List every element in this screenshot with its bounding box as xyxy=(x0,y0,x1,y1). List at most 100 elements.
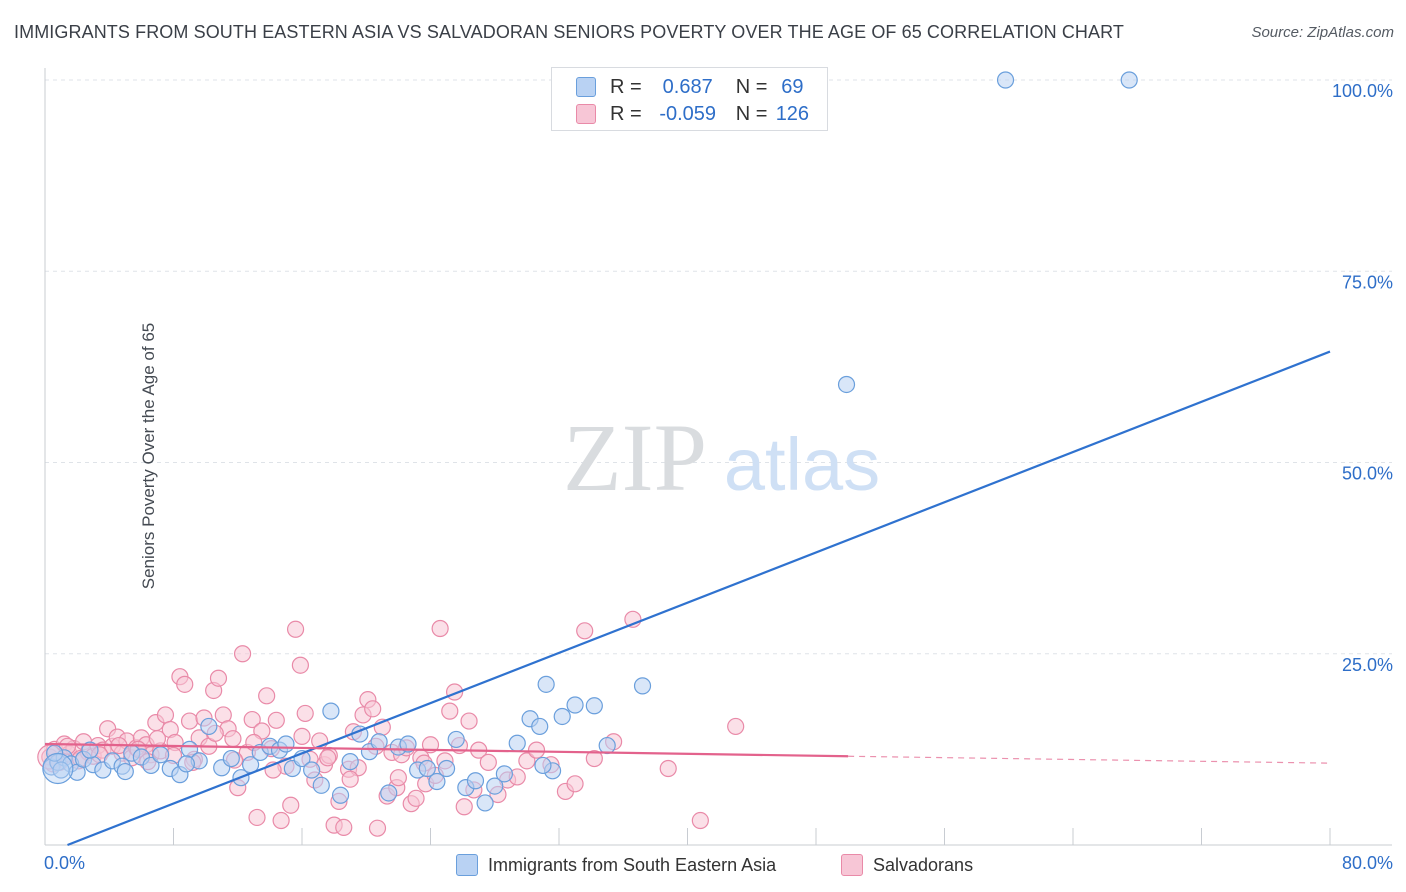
immigrants-point xyxy=(486,777,504,795)
source-label: Source: ZipAtlas.com xyxy=(1251,24,1394,41)
salvadorans-point xyxy=(691,811,709,830)
salvadorans-point xyxy=(566,775,584,793)
legend-n-label: N = xyxy=(735,75,768,98)
y-tick-label: 100.0% xyxy=(1332,81,1393,101)
salvadorans-point xyxy=(272,811,290,830)
immigrants-point xyxy=(152,746,170,764)
immigrants-point xyxy=(996,71,1015,89)
immigrants-trend-line xyxy=(67,350,1331,847)
salvadorans-point xyxy=(364,700,382,718)
tick-labels: 25.0% 50.0% 75.0% 100.0% 0.0% 80.0% xyxy=(44,81,1393,873)
salvadorans-point xyxy=(291,656,309,674)
salvadorans-point xyxy=(727,717,745,736)
salvadorans-point xyxy=(224,730,242,748)
watermark: ZIP atlas xyxy=(563,404,880,511)
immigrants-point xyxy=(537,675,555,693)
chart-title: IMMIGRANTS FROM SOUTH EASTERN ASIA VS SA… xyxy=(14,22,1124,42)
bottom-legend-immigrants: Immigrants from South Eastern Asia xyxy=(456,852,776,878)
immigrants-point xyxy=(837,375,856,394)
immigrants-point xyxy=(495,765,513,783)
legend-r-value: 0.687 xyxy=(662,75,713,98)
immigrants-point xyxy=(81,741,99,759)
immigrants-point xyxy=(370,733,388,751)
immigrants-point xyxy=(508,734,526,752)
salvadorans-point xyxy=(282,796,300,814)
salvadorans-point xyxy=(180,712,199,730)
immigrants-point xyxy=(598,736,616,755)
salvadorans-trend-line xyxy=(44,742,849,758)
legend-row-immigrants: R = 0.687 N = 69 xyxy=(576,75,817,99)
immigrants-point xyxy=(633,677,652,695)
immigrants-point xyxy=(380,784,398,802)
salvadorans-point xyxy=(455,798,473,816)
immigrants-point xyxy=(418,759,436,778)
legend-n-value: 126 xyxy=(775,102,810,125)
immigrants-point xyxy=(142,756,160,775)
immigrants-point xyxy=(585,697,603,715)
trend-lines xyxy=(44,350,1331,847)
salvadorans-point xyxy=(659,759,677,778)
salvadorans-point xyxy=(243,710,261,729)
salvadorans-point xyxy=(233,645,252,663)
immigrants-point xyxy=(222,749,240,768)
y-axis-label: Seniors Poverty Over the Age of 65 xyxy=(139,322,159,590)
salvadorans-point xyxy=(527,741,546,759)
salvadorans-point xyxy=(319,749,337,767)
y-tick-label: 75.0% xyxy=(1342,272,1393,292)
correlation-legend: R = 0.687 N = 69 R = -0.059 N = 126 xyxy=(551,67,828,131)
salvadorans-point xyxy=(335,818,353,837)
immigrants-point xyxy=(447,730,465,749)
salvadorans-point xyxy=(267,711,285,729)
immigrants-point xyxy=(277,735,295,753)
legend-r-label: R = xyxy=(610,75,642,98)
immigrants-point xyxy=(534,756,552,775)
legend-n-value: 69 xyxy=(781,75,804,98)
bottom-legend-label: Salvadorans xyxy=(873,854,974,875)
salvadorans-point xyxy=(258,687,276,705)
grid-lines xyxy=(45,79,1392,655)
salvadorans-point xyxy=(156,706,175,724)
salvadorans-point xyxy=(441,702,459,720)
salvadorans-point xyxy=(368,819,387,837)
immigrants-cluster-point xyxy=(42,752,74,785)
salvadorans-point xyxy=(407,789,425,807)
immigrants-point xyxy=(566,696,584,714)
salvadorans-point xyxy=(389,769,407,787)
immigrants-point xyxy=(331,786,350,804)
bottom-legend-salvadorans: Salvadorans xyxy=(841,852,973,878)
salvadorans-point xyxy=(293,727,311,745)
salvadorans-point xyxy=(460,712,478,730)
legend-r-label: R = xyxy=(610,102,642,125)
salvadorans-point xyxy=(296,704,314,723)
immigrants-point xyxy=(303,761,321,779)
immigrants-point xyxy=(312,776,330,794)
immigrants-point xyxy=(52,761,70,779)
bottom-legend-label: Immigrants from South Eastern Asia xyxy=(488,854,777,875)
x-tick-label: 0.0% xyxy=(44,853,85,873)
immigrants-point xyxy=(322,702,340,720)
immigrants-point xyxy=(476,794,494,812)
immigrants-point xyxy=(553,707,571,726)
immigrants-points xyxy=(42,71,1138,812)
salvadorans-point xyxy=(176,675,194,693)
x-tick-label: 80.0% xyxy=(1342,853,1393,873)
watermark-zip: ZIP xyxy=(563,404,707,511)
salvadorans-point xyxy=(148,730,167,748)
salvadorans-point xyxy=(576,622,594,640)
legend-swatch-pink xyxy=(576,104,596,124)
salvadorans-point xyxy=(248,808,266,827)
legend-swatch-blue xyxy=(576,77,596,97)
immigrants-point xyxy=(437,759,456,778)
legend-row-salvadorans: R = -0.059 N = 126 xyxy=(576,102,817,126)
salvadorans-points xyxy=(37,610,745,837)
immigrants-point xyxy=(341,753,359,771)
legend-n-label: N = xyxy=(735,102,768,125)
immigrants-point xyxy=(531,717,549,736)
salvadorans-point xyxy=(341,770,359,788)
y-tick-label: 25.0% xyxy=(1342,655,1393,675)
bottom-legend-swatch-blue xyxy=(456,854,478,876)
immigrants-point xyxy=(1120,71,1138,89)
y-tick-label: 50.0% xyxy=(1342,464,1393,484)
salvadorans-point xyxy=(518,752,536,770)
